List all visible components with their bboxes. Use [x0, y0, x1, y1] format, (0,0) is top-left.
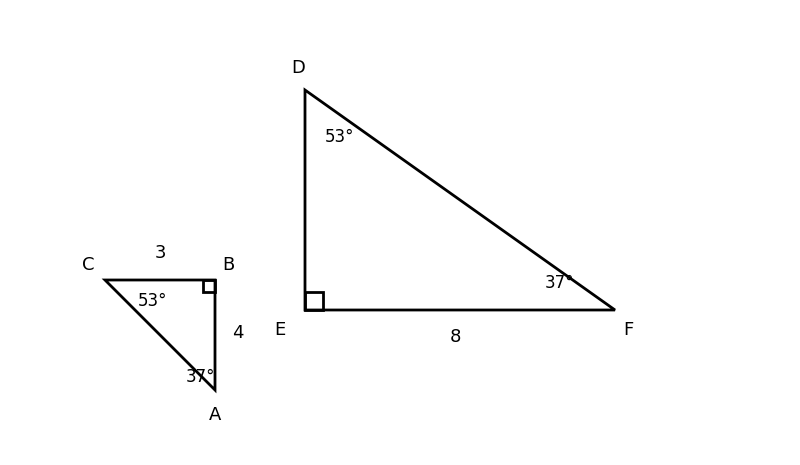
Text: B: B — [222, 256, 234, 274]
Text: 3: 3 — [154, 244, 166, 262]
Text: 8: 8 — [450, 328, 461, 346]
Text: 4: 4 — [232, 324, 243, 342]
Text: E: E — [274, 321, 286, 339]
Text: 37°: 37° — [186, 368, 215, 386]
Text: F: F — [623, 321, 633, 339]
Text: 37°: 37° — [545, 274, 574, 292]
Text: 53°: 53° — [138, 292, 167, 310]
Text: 53°: 53° — [325, 128, 354, 146]
Text: C: C — [82, 256, 94, 274]
Text: A: A — [209, 406, 221, 424]
Text: D: D — [291, 59, 305, 77]
